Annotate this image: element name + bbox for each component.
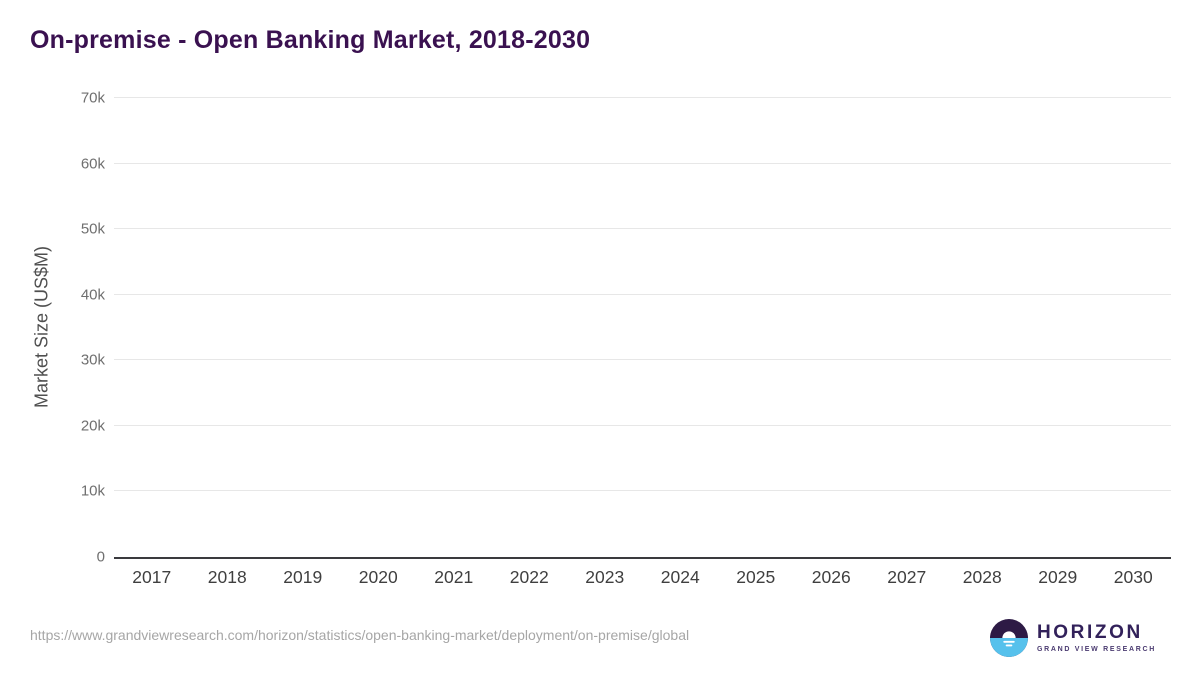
- x-tick-label-2025: 2025: [736, 567, 776, 587]
- y-tick-label-0: 0: [96, 548, 105, 566]
- horizon-sun-icon: [989, 619, 1028, 657]
- gridline-10k: [114, 490, 1171, 492]
- x-tick-label-2022: 2022: [509, 567, 549, 587]
- y-tick-label-40k: 40k: [80, 286, 105, 304]
- gridline-20k: [114, 424, 1171, 426]
- x-tick-label-2021: 2021: [434, 567, 474, 587]
- bars-container: [114, 98, 1171, 557]
- y-tick-label-30k: 30k: [80, 351, 105, 369]
- x-tick-label-2019: 2019: [283, 567, 323, 587]
- plot-area: [114, 97, 1171, 559]
- logo-name: HORIZON: [1036, 622, 1143, 643]
- x-tick-label-2020: 2020: [358, 567, 398, 587]
- x-tick-label-2029: 2029: [1038, 567, 1078, 587]
- x-tick-label-2027: 2027: [887, 567, 927, 587]
- y-tick-label-20k: 20k: [80, 417, 105, 435]
- y-tick-label-10k: 10k: [80, 482, 105, 500]
- gridline-50k: [114, 228, 1171, 230]
- y-tick-label-50k: 50k: [80, 220, 105, 238]
- y-tick-label-60k: 60k: [80, 155, 105, 173]
- gridline-60k: [114, 162, 1171, 164]
- x-tick-label-2026: 2026: [811, 567, 851, 587]
- x-axis-tick-labels: 2017 2018 2019 2020 2021 2022 2023 2024 2025 2026…: [114, 567, 1171, 588]
- x-tick-label-2028: 2028: [962, 567, 1002, 587]
- source-url: https://www.grandviewresearch.com/horizo…: [30, 627, 690, 643]
- x-tick-label-2017: 2017: [132, 567, 172, 587]
- x-tick-label-2024: 2024: [660, 567, 700, 587]
- chart-title: On-premise - Open Banking Market, 2018-2…: [30, 26, 591, 54]
- gridline-70k: [114, 97, 1171, 98]
- logo-subtitle: GRAND VIEW RESEARCH: [1036, 646, 1156, 653]
- x-tick-label-2023: 2023: [585, 567, 625, 587]
- gridline-30k: [114, 359, 1171, 361]
- horizon-logo: HORIZON GRAND VIEW RESEARCH: [989, 619, 1156, 657]
- y-tick-label-70k: 70k: [80, 89, 105, 107]
- x-tick-label-2030: 2030: [1113, 567, 1153, 587]
- logo-text: HORIZON GRAND VIEW RESEARCH: [1037, 623, 1156, 653]
- x-tick-label-2018: 2018: [207, 567, 247, 587]
- gridline-40k: [114, 293, 1171, 295]
- y-axis-tick-labels: 0 10k 20k 30k 40k 50k 60k 70k: [0, 91, 105, 565]
